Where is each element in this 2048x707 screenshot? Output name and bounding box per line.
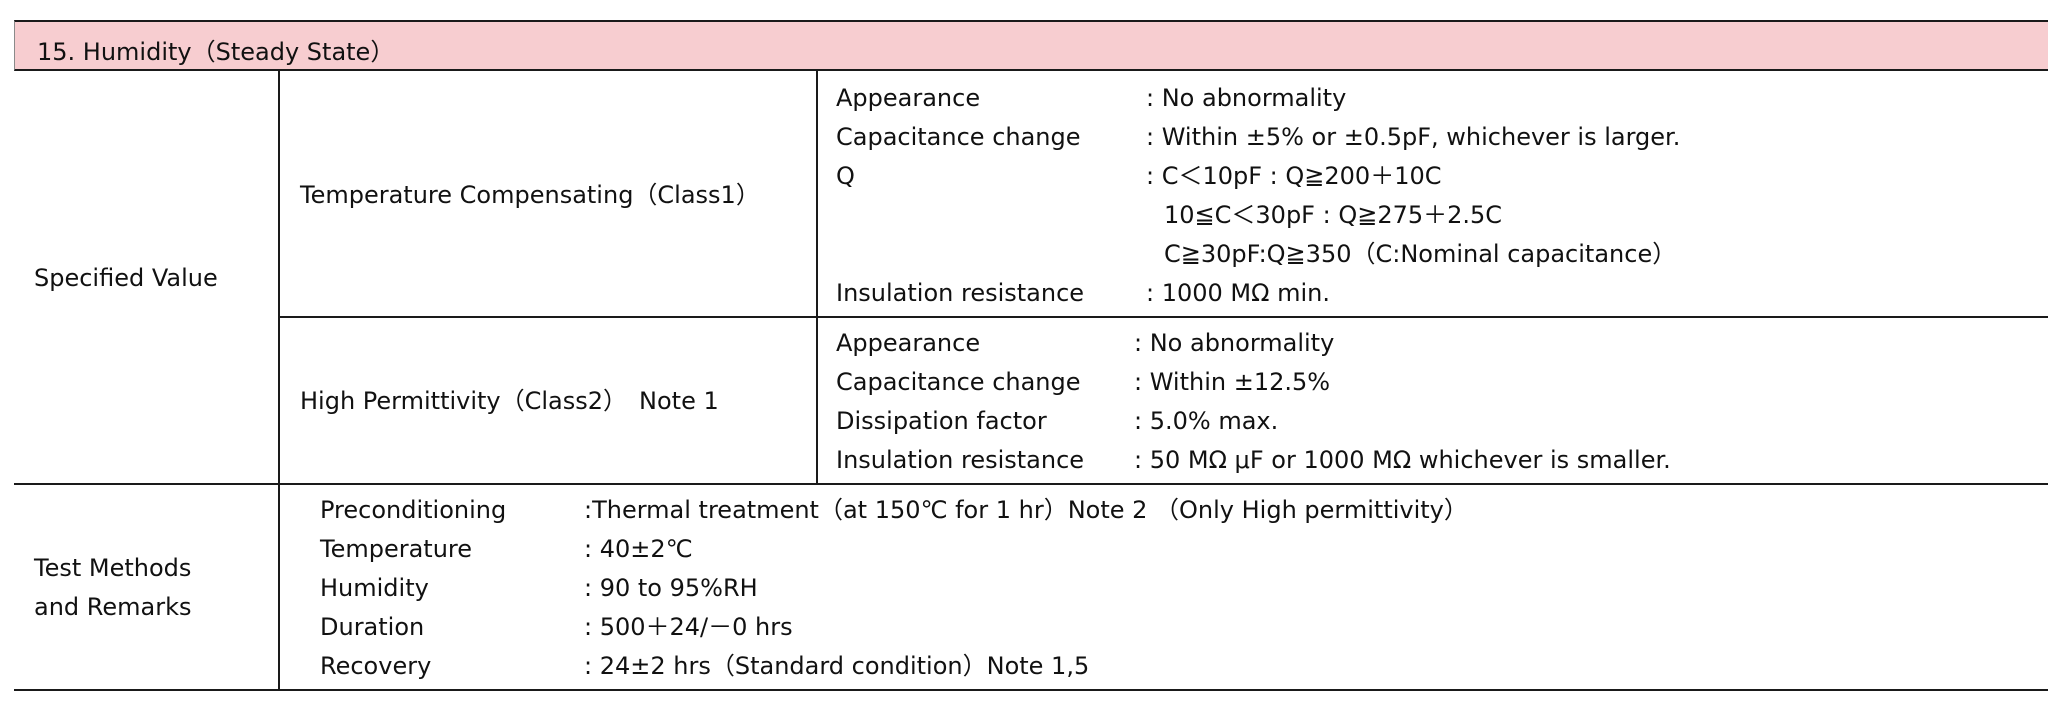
divider-label-column [278, 71, 280, 691]
test-methods-label-line1: Test Methods [34, 554, 192, 582]
humidity-value: : 90 to 95%RH [584, 574, 758, 602]
humidity-key: Humidity [320, 574, 429, 602]
table-bottom-border [14, 689, 2048, 691]
class2-label: High Permittivity（Class2） Note 1 [300, 387, 719, 415]
class1-q-value-line3: C≧30pF:Q≧350（C:Nominal capacitance） [1164, 240, 1677, 268]
class2-dissipation-key: Dissipation factor [836, 407, 1047, 435]
class2-dissipation-value: : 5.0% max. [1134, 407, 1279, 435]
class2-insulation-key: Insulation resistance [836, 446, 1085, 474]
class2-capacitance-key: Capacitance change [836, 368, 1081, 396]
class1-capacitance-key: Capacitance change [836, 123, 1081, 151]
class1-capacitance-value: : Within ±5% or ±0.5pF, whichever is lar… [1146, 123, 1681, 151]
duration-key: Duration [320, 613, 425, 641]
specified-value-label: Specified Value [34, 264, 218, 292]
class1-insulation-key: Insulation resistance [836, 279, 1085, 307]
class2-appearance-value: : No abnormality [1134, 329, 1335, 357]
preconditioning-value: :Thermal treatment（at 150℃ for 1 hr）Note… [584, 496, 1468, 524]
recovery-key: Recovery [320, 652, 432, 680]
divider-class-column [816, 71, 818, 484]
divider-specified-test [14, 483, 2048, 485]
duration-value: : 500＋24/－0 hrs [584, 613, 793, 641]
class1-appearance-value: : No abnormality [1146, 84, 1347, 112]
temperature-value: : 40±2℃ [584, 535, 693, 563]
class1-q-value: : C＜10pF : Q≧200＋10C [1146, 162, 1442, 190]
class1-label: Temperature Compensating（Class1） [300, 181, 760, 209]
preconditioning-key: Preconditioning [320, 496, 507, 524]
class1-q-value-line2: 10≦C＜30pF : Q≧275＋2.5C [1164, 201, 1503, 229]
class1-q-key: Q [836, 162, 855, 190]
section-header: 15. Humidity（Steady State） [14, 20, 2048, 71]
class1-appearance-key: Appearance [836, 84, 981, 112]
divider-class1-class2 [280, 316, 2048, 318]
recovery-value: : 24±2 hrs（Standard condition）Note 1,5 [584, 652, 1090, 680]
test-methods-label-line2: and Remarks [34, 593, 192, 621]
class2-insulation-value: : 50 MΩ μF or 1000 MΩ whichever is small… [1134, 446, 1671, 474]
class2-capacitance-value: : Within ±12.5% [1134, 368, 1331, 396]
class2-appearance-key: Appearance [836, 329, 981, 357]
temperature-key: Temperature [320, 535, 473, 563]
class1-insulation-value: : 1000 MΩ min. [1146, 279, 1330, 307]
section-title: 15. Humidity（Steady State） [37, 38, 395, 66]
